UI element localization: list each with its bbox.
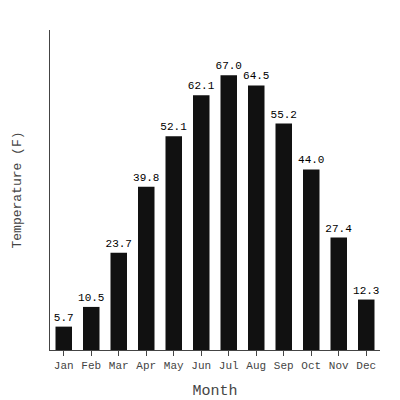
svg-text:Month: Month bbox=[192, 383, 237, 400]
svg-text:Aug: Aug bbox=[246, 360, 266, 372]
svg-text:67.0: 67.0 bbox=[216, 60, 242, 72]
svg-text:64.5: 64.5 bbox=[243, 70, 269, 82]
svg-text:May: May bbox=[164, 360, 184, 372]
svg-text:Feb: Feb bbox=[81, 360, 101, 372]
svg-text:5.7: 5.7 bbox=[54, 312, 74, 324]
svg-text:Jan: Jan bbox=[54, 360, 74, 372]
svg-text:27.4: 27.4 bbox=[325, 223, 352, 235]
svg-text:Oct: Oct bbox=[301, 360, 321, 372]
svg-text:Jun: Jun bbox=[191, 360, 211, 372]
svg-text:10.5: 10.5 bbox=[78, 292, 104, 304]
svg-text:Sep: Sep bbox=[274, 360, 294, 372]
svg-text:Apr: Apr bbox=[136, 360, 156, 372]
svg-text:52.1: 52.1 bbox=[160, 121, 187, 133]
svg-text:62.1: 62.1 bbox=[188, 80, 215, 92]
svg-text:Mar: Mar bbox=[109, 360, 129, 372]
svg-text:Jul: Jul bbox=[219, 360, 239, 372]
svg-text:Nov: Nov bbox=[329, 360, 349, 372]
svg-text:39.8: 39.8 bbox=[133, 172, 159, 184]
svg-text:23.7: 23.7 bbox=[106, 238, 132, 250]
svg-text:55.2: 55.2 bbox=[271, 109, 297, 121]
svg-text:Temperature (F): Temperature (F) bbox=[10, 131, 25, 248]
svg-text:44.0: 44.0 bbox=[298, 154, 324, 166]
svg-text:Dec: Dec bbox=[356, 360, 376, 372]
svg-text:12.3: 12.3 bbox=[353, 285, 379, 297]
